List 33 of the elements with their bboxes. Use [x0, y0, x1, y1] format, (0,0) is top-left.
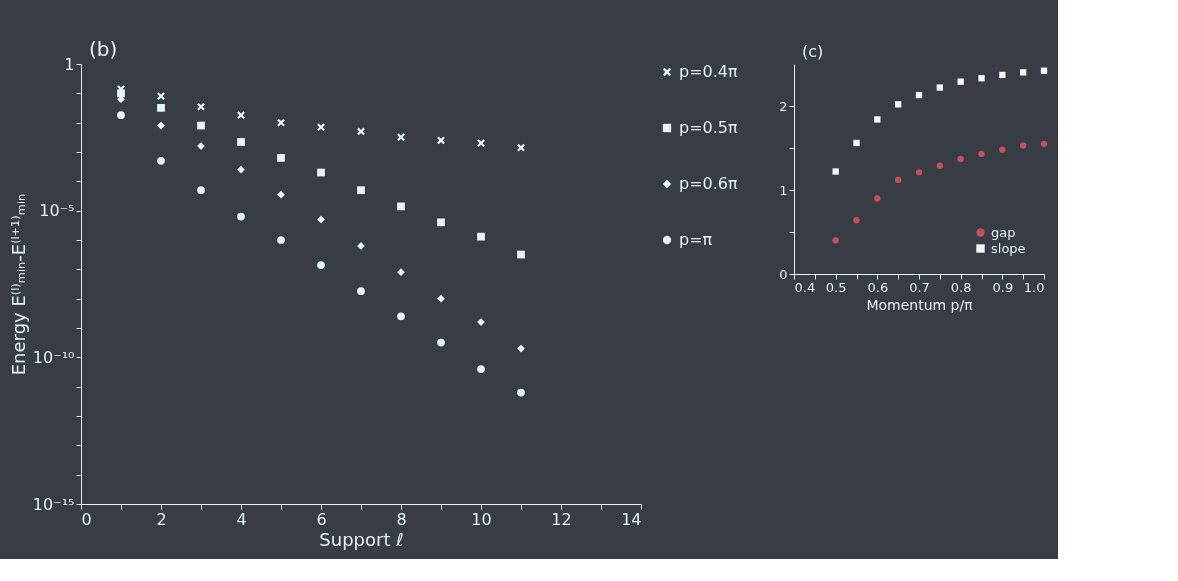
x-axis-title: Momentum p/π	[866, 296, 974, 313]
x-tick-label: 12	[551, 509, 572, 529]
y-tick-label: 1	[64, 54, 75, 74]
x-tick-label: 0	[81, 509, 92, 529]
legend-label: p=0.4π	[679, 62, 739, 81]
y-tick-label: 10⁻¹⁵	[32, 494, 75, 514]
x-tick-label: 1.0	[1023, 279, 1045, 295]
y-tick-label: 10⁻⁵	[39, 201, 75, 221]
x-tick-label: 8	[396, 509, 407, 529]
x-tick-label: 4	[236, 509, 247, 529]
text: (c)	[802, 42, 824, 61]
y-axis-title: Energy E⁽ˡ⁾ₘᵢₙ-E⁽ˡ⁺¹⁾ₘᵢₙ	[7, 193, 29, 376]
x-tick-label: 6	[316, 509, 327, 529]
legend-label: p=π	[679, 230, 713, 249]
x-tick-label: 2	[156, 509, 167, 529]
x-tick-label: 0.8	[950, 279, 972, 295]
x-tick-label: 0.6	[867, 279, 889, 295]
x-tick-label: 0.4	[794, 279, 816, 295]
y-tick-label: 1	[779, 182, 788, 198]
x-tick-label: 0.9	[992, 279, 1014, 295]
legend-label: p=0.5π	[679, 118, 739, 137]
legend-label: slope	[991, 240, 1026, 256]
x-axis-title: Support ℓ	[319, 528, 404, 550]
y-tick-label: 2	[779, 98, 788, 114]
x-tick-label: 10	[471, 509, 492, 529]
text: (b)	[89, 37, 118, 61]
legend-label: p=0.6π	[679, 174, 739, 193]
y-tick-label: 0	[779, 266, 788, 282]
x-tick-label: 0.5	[825, 279, 847, 295]
y-tick-label: 10⁻¹⁰	[32, 347, 75, 367]
x-tick-label: 14	[621, 509, 642, 529]
legend-label: gap	[991, 224, 1016, 240]
x-tick-label: 0.7	[909, 279, 930, 295]
